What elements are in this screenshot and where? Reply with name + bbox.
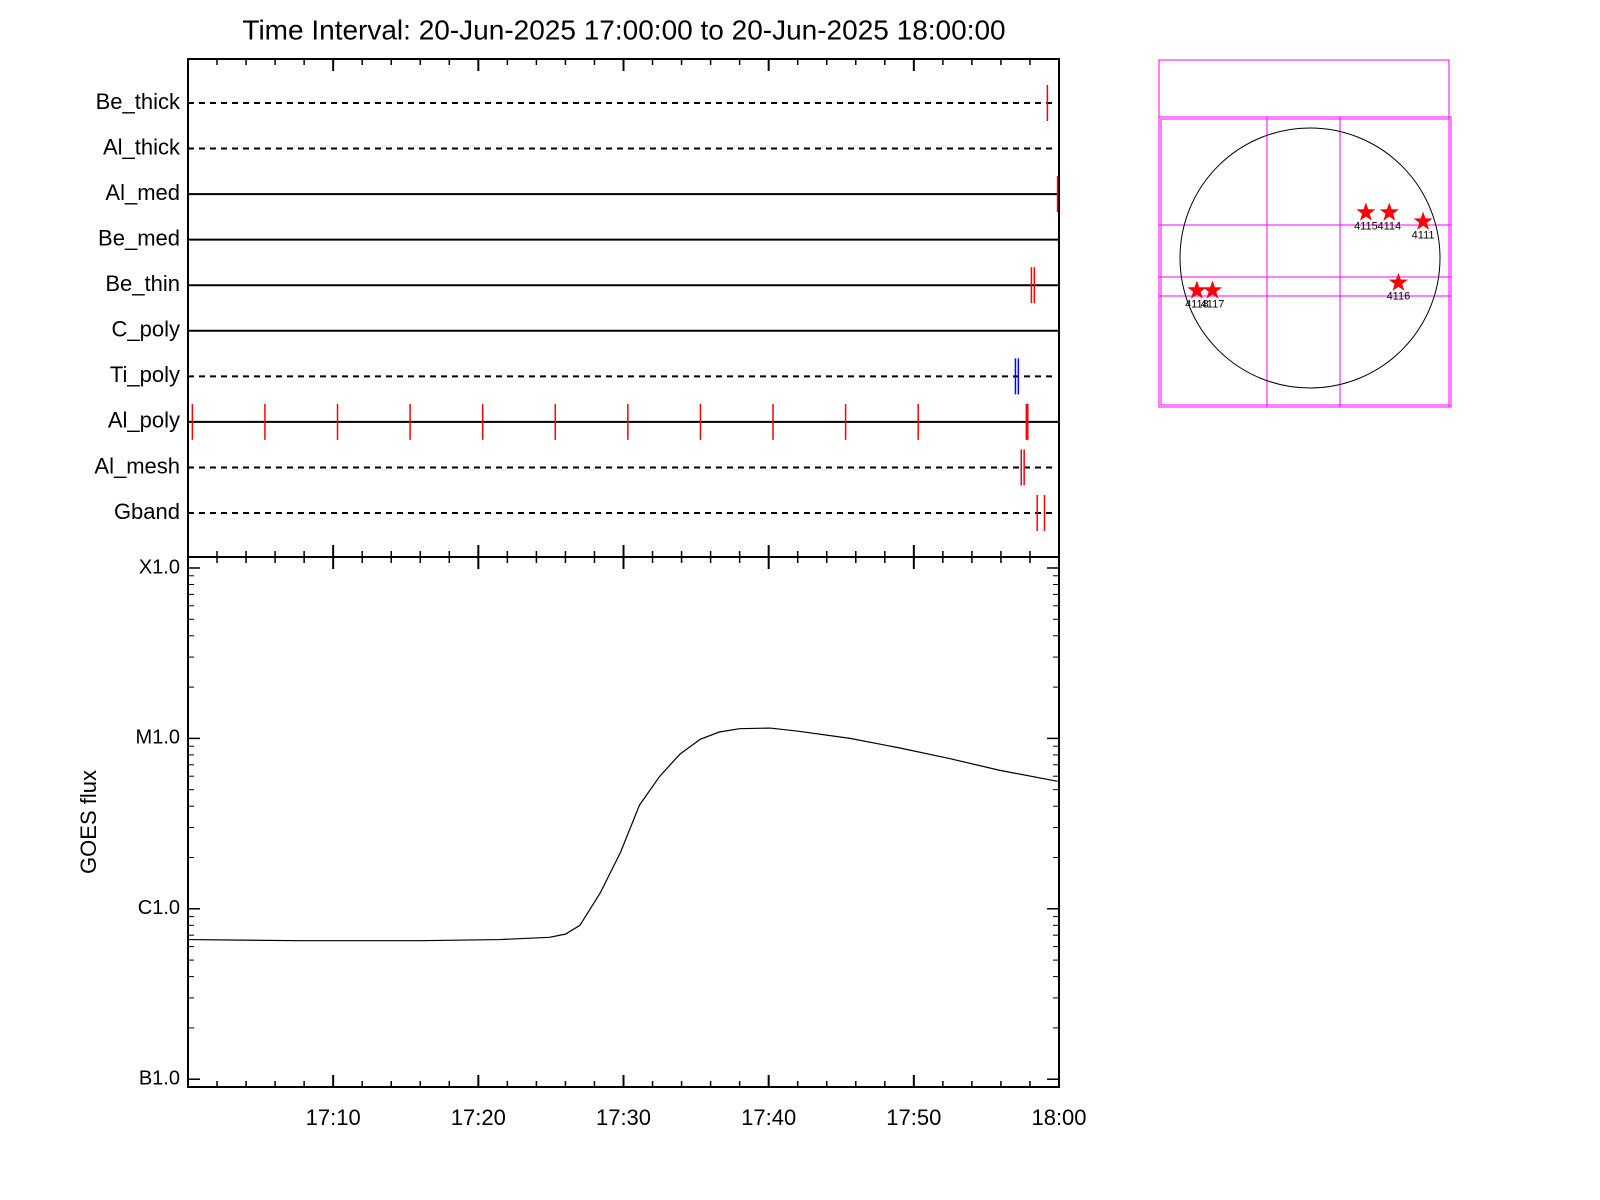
chart-title: Time Interval: 20-Jun-2025 17:00:00 to 2… [242,14,1005,45]
x-tick-label: 17:30 [596,1105,651,1130]
x-tick-label: 17:10 [306,1105,361,1130]
region-star [1187,280,1207,299]
region-label: 4117 [1201,298,1225,310]
timeline-frame [187,58,1060,558]
region-label: 4115 [1354,220,1378,232]
y-tick-label: C1.0 [138,897,180,919]
region-star [1413,211,1433,230]
fov-box [1158,116,1452,408]
region-star [1202,280,1223,299]
x-tick-label: 18:00 [1031,1105,1086,1130]
row-label: Be_thick [96,89,181,114]
region-label: 4114 [1377,220,1401,232]
region-label: 4118 [1185,298,1209,310]
goes-frame [187,556,1060,1088]
row-label: Al_med [105,180,180,205]
x-tick-label: 17:40 [741,1105,796,1130]
row-label: Be_thin [105,271,180,296]
row-label: Ti_poly [110,362,180,387]
row-label: Al_poly [108,408,180,433]
y-tick-label: X1.0 [139,556,180,578]
region-star [1379,202,1399,221]
region-label: 4111 [1412,230,1435,242]
fov-box [1160,118,1450,406]
row-label: Gband [114,499,180,524]
region-label: 4116 [1387,291,1411,303]
row-label: Al_thick [103,134,181,159]
goes-curve [187,727,1058,942]
y-axis-label: GOES flux [76,770,101,874]
row-label: C_poly [112,317,180,342]
row-label: Al_mesh [94,453,180,478]
solar-limb [1179,127,1441,389]
region-star [1356,202,1376,221]
fov-box [1158,59,1450,408]
row-label: Be_med [98,225,180,250]
region-star [1388,272,1408,291]
x-tick-label: 17:50 [886,1105,941,1130]
y-tick-label: B1.0 [139,1067,180,1089]
y-tick-label: M1.0 [136,727,180,749]
x-tick-label: 17:20 [451,1105,506,1130]
